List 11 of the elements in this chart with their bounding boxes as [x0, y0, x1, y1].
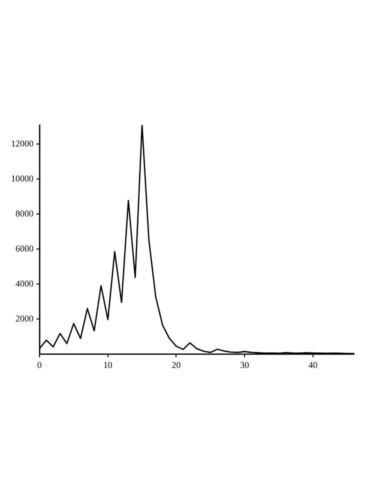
- y-tick-label: 8000: [16, 208, 34, 219]
- x-tick-label: 40: [308, 360, 318, 370]
- x-tick-label: 20: [172, 360, 182, 370]
- y-tick-label: 12000: [11, 138, 34, 149]
- y-tick-label: 4000: [16, 278, 34, 289]
- x-tick-label: 30: [240, 360, 250, 370]
- x-tick-label: 10: [103, 360, 113, 370]
- x-tick-label: 0: [37, 360, 42, 370]
- y-tick-label: 6000: [16, 244, 34, 254]
- y-tick-label: 10000: [11, 174, 34, 184]
- y-tick-label: 2000: [16, 314, 34, 324]
